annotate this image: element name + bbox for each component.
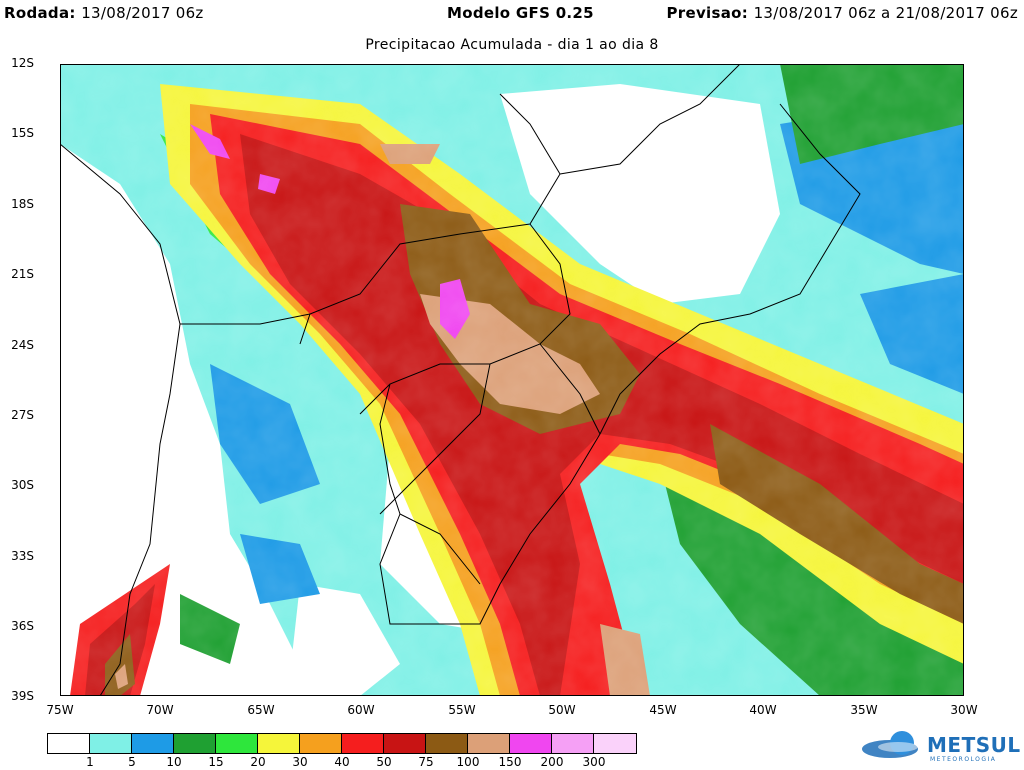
- legend-label: 200: [540, 755, 564, 769]
- legend-swatch: [258, 734, 300, 753]
- legend-label: 5: [128, 755, 136, 769]
- lat-label: 27S: [11, 408, 34, 422]
- lon-label: 50W: [548, 703, 576, 717]
- legend-swatch: [552, 734, 594, 753]
- legend-swatch: [384, 734, 426, 753]
- forecast-period: Previsao: 13/08/2017 06z a 21/08/2017 06…: [667, 4, 1018, 22]
- lon-label: 65W: [247, 703, 275, 717]
- forecast-label: Previsao:: [666, 4, 749, 22]
- brand-name: METSUL: [927, 733, 1021, 757]
- run-value: 13/08/2017 06z: [81, 4, 204, 22]
- lat-label: 33S: [11, 549, 34, 563]
- lat-label: 24S: [11, 338, 34, 352]
- lat-label: 39S: [11, 689, 34, 703]
- lat-label: 12S: [11, 56, 34, 70]
- legend-swatch: [300, 734, 342, 753]
- legend-label: 20: [250, 755, 266, 769]
- forecast-value: 13/08/2017 06z a 21/08/2017 06z: [753, 4, 1018, 22]
- lon-label: 40W: [749, 703, 777, 717]
- legend-label: 40: [334, 755, 350, 769]
- legend-swatch: [132, 734, 174, 753]
- lon-label: 55W: [448, 703, 476, 717]
- run-label: Rodada:: [4, 4, 76, 22]
- run-date: Rodada: 13/08/2017 06z: [4, 4, 204, 22]
- lat-label: 21S: [11, 267, 34, 281]
- legend-label: 15: [208, 755, 224, 769]
- legend-label: 50: [376, 755, 392, 769]
- legend-swatch: [594, 734, 636, 753]
- metsul-logo: [862, 731, 918, 758]
- legend-label: 150: [498, 755, 522, 769]
- legend-swatch: [48, 734, 90, 753]
- legend-label: 300: [582, 755, 606, 769]
- legend-swatch: [468, 734, 510, 753]
- legend-label: 10: [166, 755, 182, 769]
- lat-label: 36S: [11, 619, 34, 633]
- color-legend: [47, 733, 637, 754]
- brand-tagline: METEOROLOGIA: [930, 756, 997, 763]
- lon-label: 30W: [950, 703, 978, 717]
- lon-label: 45W: [649, 703, 677, 717]
- lon-label: 75W: [46, 703, 74, 717]
- precipitation-map: [60, 64, 964, 696]
- legend-swatch: [426, 734, 468, 753]
- legend-label: 30: [292, 755, 308, 769]
- legend-label: 1: [86, 755, 94, 769]
- legend-swatch: [90, 734, 132, 753]
- map-subtitle: Precipitacao Acumulada - dia 1 ao dia 8: [365, 37, 659, 53]
- legend-swatch: [174, 734, 216, 753]
- lat-label: 30S: [11, 478, 34, 492]
- lat-label: 18S: [11, 197, 34, 211]
- legend-swatch: [216, 734, 258, 753]
- legend-swatch: [510, 734, 552, 753]
- legend-label: 75: [418, 755, 434, 769]
- model-name: Modelo GFS 0.25: [447, 4, 594, 22]
- borders: [60, 64, 861, 696]
- lon-label: 60W: [347, 703, 375, 717]
- lon-label: 70W: [146, 703, 174, 717]
- lat-label: 15S: [11, 126, 34, 140]
- legend-label: 100: [456, 755, 480, 769]
- lon-label: 35W: [850, 703, 878, 717]
- map-frame: [60, 64, 964, 696]
- legend-swatch: [342, 734, 384, 753]
